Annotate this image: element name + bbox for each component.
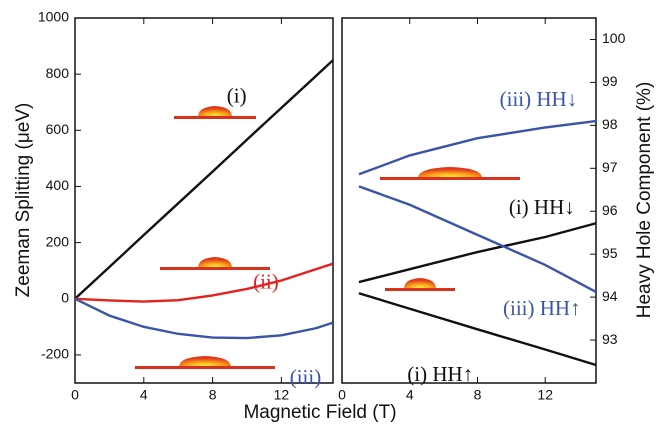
x-tick-label: 0 xyxy=(338,387,346,403)
curve xyxy=(358,222,597,284)
dot-inset xyxy=(404,278,436,289)
x-tick-label: 12 xyxy=(537,387,553,403)
wetting-layer xyxy=(135,366,275,369)
y2-tick-label: 93 xyxy=(602,331,618,347)
insets xyxy=(135,106,520,369)
x-axis-label: Magnetic Field (T) xyxy=(243,402,396,423)
y2-tick-label: 97 xyxy=(602,159,618,175)
curve-label: (iii) HH↑ xyxy=(503,296,581,320)
y2-tick-label: 96 xyxy=(602,202,618,218)
curve-label: (i) HH↓ xyxy=(509,195,575,219)
y-tick-label: 600 xyxy=(46,121,70,137)
curve-label: (ii) xyxy=(253,269,279,293)
curve xyxy=(358,119,597,176)
y-tick-label: 1000 xyxy=(38,9,69,25)
y2-tick-label: 100 xyxy=(602,30,626,46)
x-tick-label: 8 xyxy=(474,387,482,403)
y2-tick-label: 95 xyxy=(602,245,618,261)
dot-inset xyxy=(179,356,231,367)
x-tick-label: 8 xyxy=(209,387,217,403)
curve-label: (i) xyxy=(227,83,247,107)
curve-label: (iii) xyxy=(290,365,322,389)
y-axis-label: Zeeman Splitting (μeV) xyxy=(13,103,34,298)
curve xyxy=(74,297,334,340)
y-tick-label: -200 xyxy=(41,346,69,362)
curve-label: (i) HH↑ xyxy=(407,362,473,386)
x-tick-label: 4 xyxy=(140,387,148,403)
y2-axis-label: Heavy Hole Component (%) xyxy=(634,82,655,319)
y-tick-label: 200 xyxy=(46,233,70,249)
plot-frame xyxy=(74,17,334,384)
wetting-layer xyxy=(380,177,520,180)
y-tick-label: 0 xyxy=(61,289,69,305)
y2-tick-label: 98 xyxy=(602,116,618,132)
y-tick-label: 800 xyxy=(46,65,70,81)
curve xyxy=(74,262,334,303)
curve xyxy=(358,292,597,367)
plot-frame xyxy=(341,17,597,384)
dot-inset xyxy=(198,106,232,117)
y2-tick-label: 94 xyxy=(602,288,618,304)
y-tick-label: 400 xyxy=(46,177,70,193)
y2-tick-label: 99 xyxy=(602,73,618,89)
wetting-layer xyxy=(385,288,455,291)
x-tick-label: 0 xyxy=(71,387,79,403)
dot-inset xyxy=(418,167,482,178)
curve xyxy=(358,185,597,294)
curve xyxy=(74,59,334,300)
wetting-layer xyxy=(160,267,270,270)
wetting-layer xyxy=(174,116,256,119)
x-tick-label: 12 xyxy=(274,387,290,403)
x-tick-label: 4 xyxy=(406,387,414,403)
dot-inset xyxy=(198,257,232,268)
curve-label: (iii) HH↓ xyxy=(500,87,578,111)
